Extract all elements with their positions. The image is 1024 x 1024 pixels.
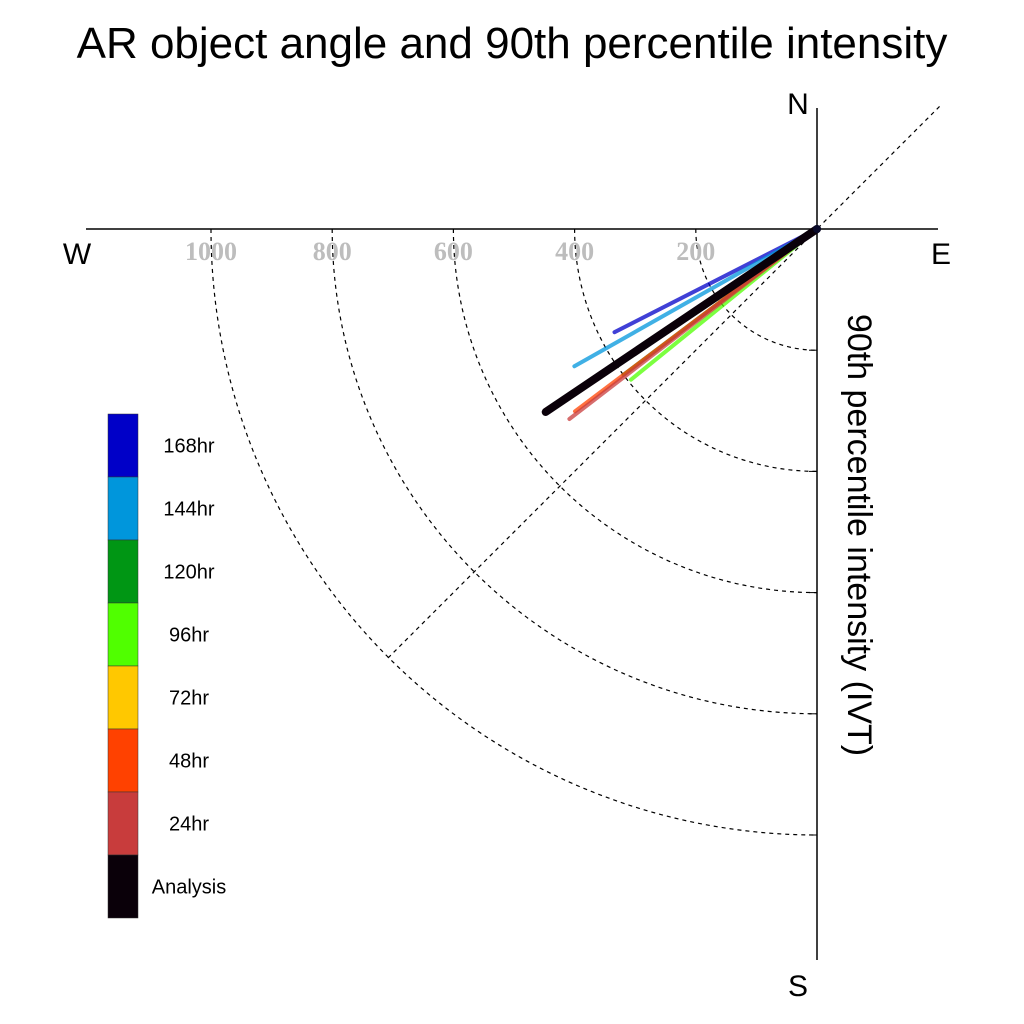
east-label: E [931, 238, 951, 271]
legend-swatch-168hr [107, 413, 139, 478]
radial-tick-label: 1000 [185, 237, 237, 266]
ring-800 [331, 228, 818, 715]
legend-label: 120hr [163, 562, 214, 584]
radial-tick-label: 800 [313, 237, 352, 266]
legend-swatch-120hr [107, 539, 139, 604]
legend-label: 48hr [169, 751, 209, 773]
radial-tick-label: 200 [676, 237, 715, 266]
west-label: W [63, 238, 92, 271]
legend-label: 72hr [169, 688, 209, 710]
legend-swatch-144hr [107, 476, 139, 541]
series-lines [541, 225, 821, 421]
radial-tick-label: 400 [555, 237, 594, 266]
legend-swatch-72hr [107, 665, 139, 730]
legend-label: 24hr [169, 814, 209, 836]
legend: 168hr 144hr 120hr 96hr 72hr 48hr 24hr Analysis [107, 413, 226, 919]
radial-tick-labels: 200 400 600 800 1000 [185, 237, 715, 266]
origin-point [813, 225, 821, 233]
legend-label: 96hr [169, 625, 209, 647]
radial-axis-label: 90th percentile intensity (IVT) [840, 314, 878, 756]
north-label: N [787, 88, 809, 121]
south-label: S [788, 970, 808, 1003]
diagonal-reference-line [387, 105, 941, 659]
radial-tick-label: 600 [434, 237, 473, 266]
legend-swatch-24hr [107, 791, 139, 856]
legend-swatch-96hr [107, 602, 139, 667]
legend-swatch-analysis [107, 854, 139, 919]
legend-swatch-48hr [107, 728, 139, 793]
legend-label: 144hr [163, 499, 214, 521]
legend-label: 168hr [163, 436, 214, 458]
chart-title: AR object angle and 90th percentile inte… [77, 19, 948, 68]
series-line-analysis [541, 225, 821, 416]
legend-label: Analysis [152, 877, 226, 899]
ring-200 [695, 228, 818, 351]
